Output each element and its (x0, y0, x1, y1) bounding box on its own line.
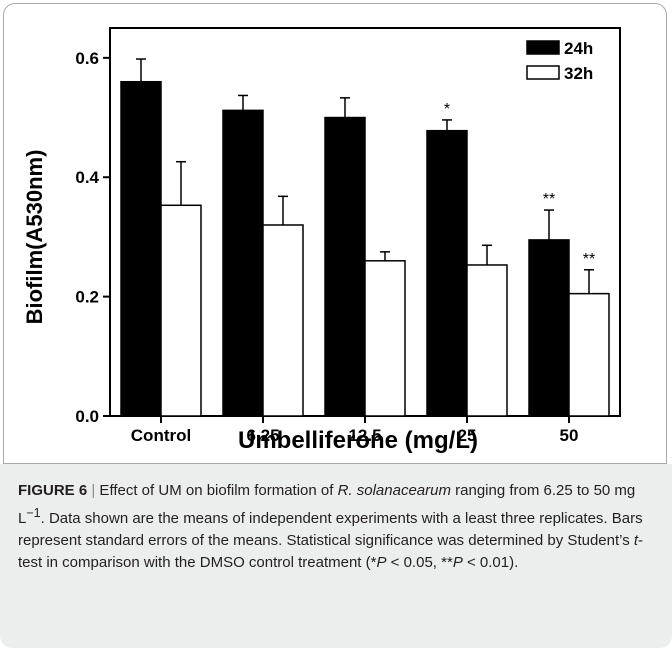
figure-caption: FIGURE 6 | Effect of UM on biofilm forma… (18, 480, 658, 574)
y-tick-label: 0.2 (75, 288, 99, 307)
bar-24h-Control (120, 80, 162, 417)
caption-background (0, 464, 672, 648)
caption-text: Effect of UM on biofilm formation of (95, 482, 338, 499)
y-tick-label: 0.6 (75, 49, 99, 68)
y-axis-label: Biofilm(A530nm) (22, 150, 47, 325)
caption-separator: | (91, 482, 96, 499)
caption-unit-exponent: −1 (26, 506, 41, 520)
y-tick-label: 0.4 (75, 168, 99, 187)
biofilm-bar-chart: 0.0 0.2 0.4 0.6 Control 6.25 12.5 25 * 50 ** ** 24h 3… (22, 27, 621, 454)
significance-marker: * (444, 101, 450, 118)
x-tick-label: 50 (560, 426, 579, 445)
significance-marker: ** (543, 191, 555, 208)
legend-swatch-32h (526, 65, 560, 80)
caption-test-name: t (633, 532, 639, 549)
caption-text: ranging from 6.25 to 50 mg L (18, 482, 636, 527)
caption-organism: R. solanacearum (337, 482, 451, 499)
caption-divider (3, 463, 667, 464)
legend-swatch-24h (526, 40, 560, 55)
plot-area: 0.0 0.2 0.4 0.6 Control 6.25 12.5 25 * 50 ** ** 24h 3… (75, 27, 621, 445)
x-tick-label: Control (131, 426, 191, 445)
bar-32h-50 (568, 292, 610, 417)
x-tick-label: 12.5 (348, 426, 381, 445)
caption-text: < 0.05, ** (386, 554, 453, 571)
x-axis-label: Umbelliferone (mg/L) (238, 427, 478, 454)
bar-32h-Control (160, 204, 202, 417)
significance-marker: ** (583, 251, 595, 268)
bar-24h-50 (528, 239, 570, 417)
caption-text: < 0.01). (462, 554, 519, 571)
bar-32h-6.25 (262, 224, 304, 417)
caption-text: -test in comparison with the DMSO contro… (18, 532, 644, 571)
caption-p-symbol: P (376, 554, 387, 571)
bar-32h-25 (466, 264, 508, 417)
bar-24h-6.25 (222, 109, 264, 417)
legend-label-32h: 32h (564, 64, 593, 83)
x-tick-label: 6.25 (246, 426, 279, 445)
bar-32h-12.5 (364, 260, 406, 417)
bar-24h-12.5 (324, 116, 366, 417)
legend-label-24h: 24h (564, 39, 593, 58)
x-tick-label: 25 (458, 426, 477, 445)
caption-text: . Data shown are the means of independen… (18, 510, 643, 549)
caption-p-symbol: P (452, 554, 463, 571)
bar-24h-25 (426, 129, 468, 417)
y-tick-label: 0.0 (75, 407, 99, 426)
figure-label: FIGURE 6 (18, 482, 88, 499)
